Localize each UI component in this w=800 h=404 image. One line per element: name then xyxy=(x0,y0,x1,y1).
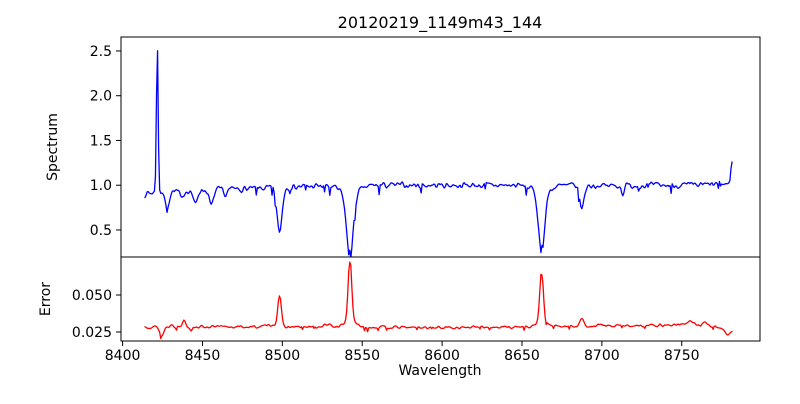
x-tick-label: 8650 xyxy=(504,348,540,364)
x-axis-label: Wavelength xyxy=(398,363,481,379)
spectrum-y-axis-label: Spectrum xyxy=(45,113,61,181)
x-tick-label: 8450 xyxy=(185,348,221,364)
x-tick-label: 8500 xyxy=(265,348,301,364)
error-line xyxy=(144,261,733,340)
error-axes-frame xyxy=(120,256,761,342)
spectrum-y-tick-label: 1.5 xyxy=(90,133,112,149)
spectrum-line xyxy=(144,50,733,257)
x-tick-label: 8700 xyxy=(584,348,620,364)
x-tick-label: 8600 xyxy=(424,348,460,364)
spectrum-y-tick-label: 1.0 xyxy=(90,178,112,194)
error-y-tick-label: 0.025 xyxy=(72,325,112,341)
spectrum-y-tick-label: 0.5 xyxy=(90,223,112,239)
x-tick-label: 8750 xyxy=(664,348,700,364)
chart-title: 20120219_1149m43_144 xyxy=(338,13,543,33)
x-tick-label: 8400 xyxy=(105,348,141,364)
spectrum-axes-frame xyxy=(120,36,761,258)
spectrum-y-tick-label: 2.5 xyxy=(90,44,112,60)
plot-content: 0.5 1.0 1.5 2.0 2.5 0.025 0.050 8400 8450 8500 855… xyxy=(72,36,761,364)
error-y-axis-label: Error xyxy=(38,282,54,316)
x-tick-label: 8550 xyxy=(344,348,380,364)
error-y-tick-label: 0.050 xyxy=(72,288,112,304)
spectrum-y-tick-label: 2.0 xyxy=(90,89,112,105)
